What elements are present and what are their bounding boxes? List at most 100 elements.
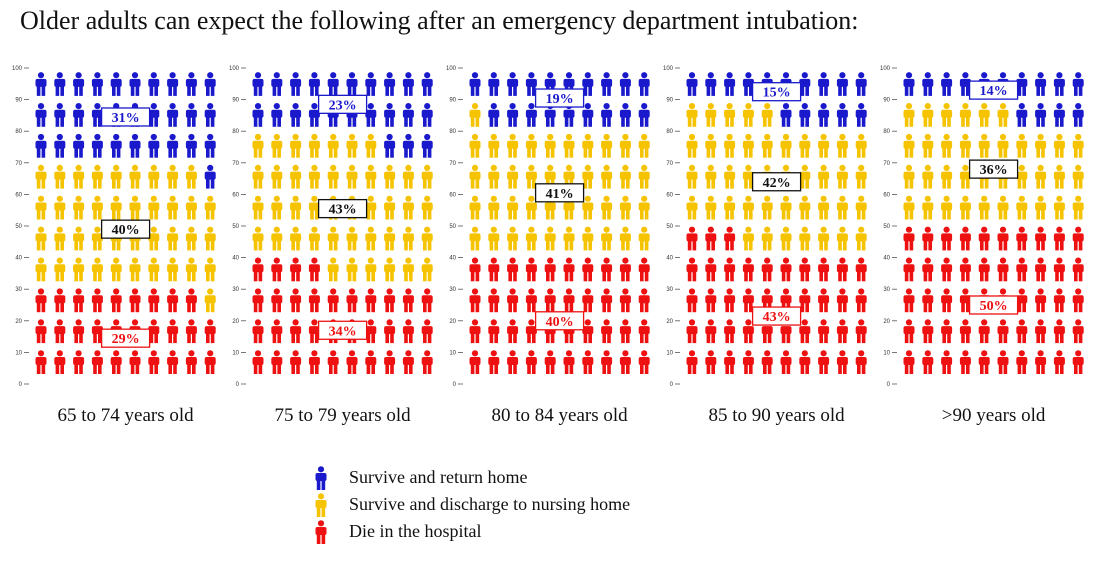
person-icon [855, 133, 867, 158]
person-icon [724, 72, 736, 96]
person-icon [799, 72, 811, 96]
person-icon [1016, 226, 1028, 251]
person-icon [346, 226, 358, 251]
svg-text:23%: 23% [329, 98, 357, 113]
person-icon [686, 72, 698, 96]
percent-label: 14% [968, 80, 1019, 100]
person-icon [1016, 72, 1028, 96]
person-icon [836, 257, 848, 282]
person-icon [507, 103, 519, 127]
person-icon [365, 350, 377, 374]
person-icon [1053, 195, 1065, 220]
person-icon [724, 226, 736, 251]
person-icon [488, 103, 500, 127]
person-icon [563, 288, 575, 313]
person-icon [836, 164, 848, 189]
person-icon [1072, 164, 1084, 189]
person-icon [35, 257, 47, 282]
person-icon [619, 133, 631, 158]
person-icon [686, 195, 698, 220]
person-icon [73, 350, 85, 374]
person-icon [1035, 350, 1047, 374]
person-icon [638, 257, 650, 282]
person-icon [742, 257, 754, 282]
person-icon [365, 226, 377, 251]
person-icon [705, 164, 717, 189]
person-icon [185, 319, 197, 344]
person-icon [167, 195, 179, 220]
y-tick-label: 0 [887, 382, 891, 388]
person-icon [327, 350, 339, 374]
y-tick-label: 60 [883, 192, 890, 198]
person-icon [1016, 133, 1028, 158]
person-icon [941, 103, 953, 127]
person-icon [941, 288, 953, 313]
person-icon [308, 133, 320, 158]
person-icon [290, 103, 302, 127]
y-tick-label: 30 [666, 287, 673, 293]
y-tick-label: 30 [15, 287, 22, 293]
person-icon [469, 226, 481, 251]
person-icon [365, 257, 377, 282]
person-icon [252, 133, 264, 158]
person-icon [91, 319, 103, 344]
person-icon [469, 133, 481, 158]
y-tick-label: 70 [449, 161, 456, 167]
person-icon [724, 195, 736, 220]
person-icon [855, 195, 867, 220]
person-icon [601, 257, 613, 282]
person-icon [742, 288, 754, 313]
person-icon [402, 133, 414, 158]
person-icon [148, 72, 160, 96]
person-icon [780, 133, 792, 158]
group-label: 65 to 74 years old [58, 405, 195, 426]
person-icon [582, 288, 594, 313]
y-tick-label: 70 [232, 161, 239, 167]
y-tick-label: 90 [449, 98, 456, 104]
person-icon [582, 226, 594, 251]
person-icon [252, 288, 264, 313]
person-icon [327, 164, 339, 189]
person-icon [941, 257, 953, 282]
person-icon [35, 350, 47, 374]
person-icon [167, 288, 179, 313]
person-icon [1035, 288, 1047, 313]
person-icon [129, 72, 141, 96]
person-icon [110, 288, 122, 313]
y-tick-label: 20 [449, 319, 456, 325]
person-icon [959, 226, 971, 251]
person-icon [110, 257, 122, 282]
person-icon [204, 103, 216, 127]
person-icon [204, 133, 216, 158]
person-icon [818, 72, 830, 96]
person-icon [1072, 257, 1084, 282]
person-icon [1016, 195, 1028, 220]
person-icon [148, 164, 160, 189]
person-icon [922, 350, 934, 374]
person-icon [73, 288, 85, 313]
person-icon [686, 319, 698, 344]
person-icon [742, 133, 754, 158]
y-tick-label: 100 [663, 66, 674, 72]
legend-label: Die in the hospital [349, 521, 482, 541]
person-icon [619, 72, 631, 96]
person-icon [384, 319, 396, 344]
y-tick-label: 100 [229, 66, 240, 72]
person-icon [488, 350, 500, 374]
person-icon [54, 103, 66, 127]
person-icon [601, 226, 613, 251]
person-icon [903, 288, 915, 313]
person-icon [185, 103, 197, 127]
person-icon [185, 288, 197, 313]
person-icon [836, 288, 848, 313]
person-icon [836, 350, 848, 374]
person-icon [421, 103, 433, 127]
person-icon [818, 103, 830, 127]
person-icon [582, 72, 594, 96]
person-icon [638, 103, 650, 127]
person-icon [488, 226, 500, 251]
person-icon [148, 319, 160, 344]
person-icon [705, 72, 717, 96]
person-icon [978, 257, 990, 282]
